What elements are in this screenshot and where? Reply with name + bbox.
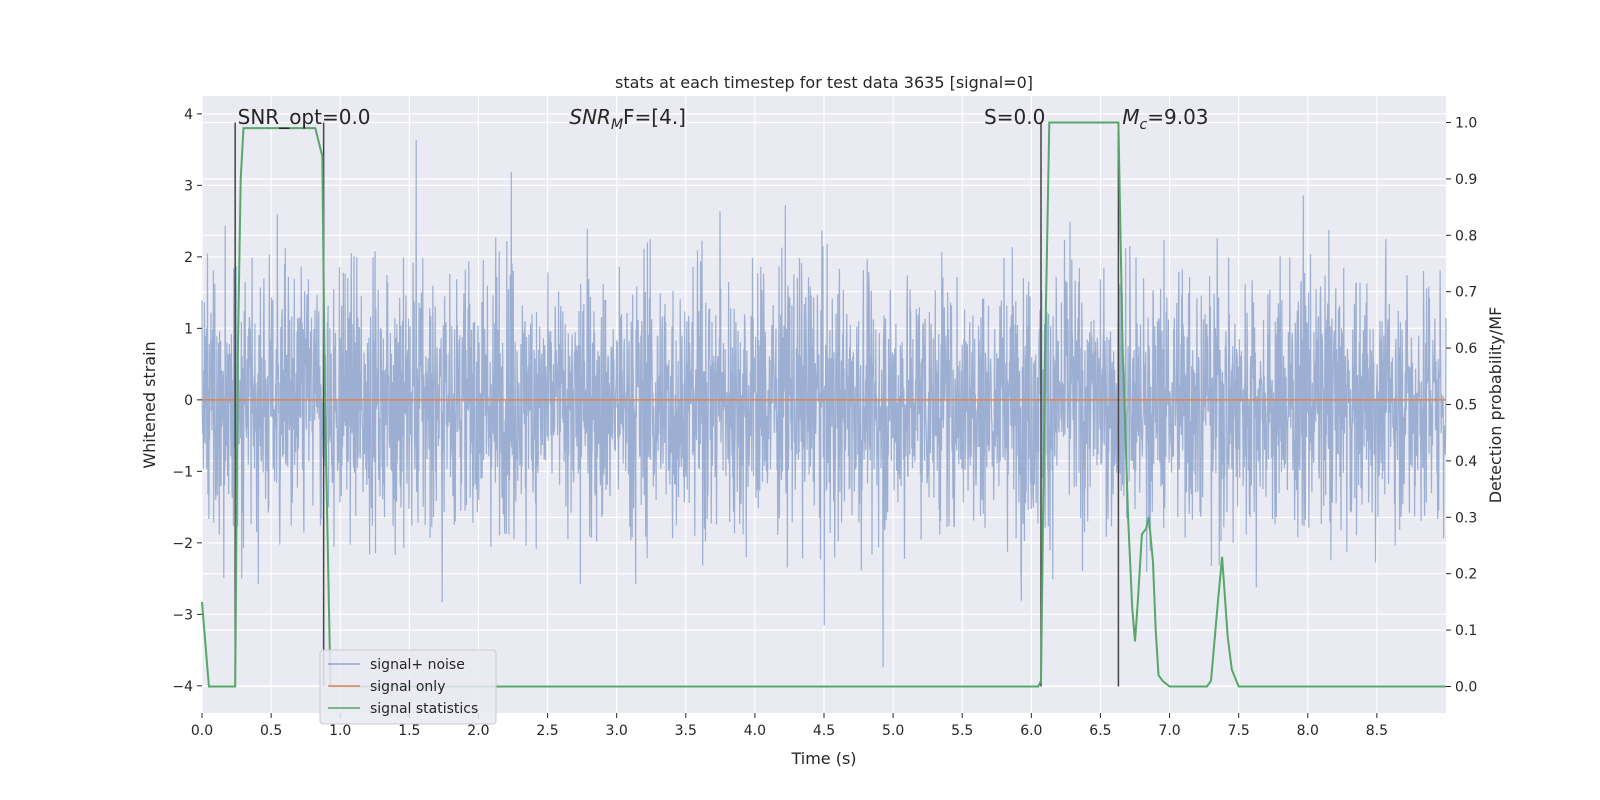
yr-tick-label-9: 0.1 — [1455, 623, 1477, 639]
annotation-1: SNRMF=[4.] — [569, 105, 686, 133]
x-tick-label-14: 7.0 — [1158, 723, 1180, 739]
x-tick-label-16: 8.0 — [1297, 723, 1319, 739]
yl-tick-label-8: −4 — [172, 679, 193, 695]
yr-tick-label-10: 0.0 — [1455, 679, 1477, 695]
vertical-markers — [234, 122, 1120, 687]
yr-tick-label-1: 0.9 — [1455, 172, 1477, 188]
yr-tick-label-0: 1.0 — [1455, 116, 1477, 132]
yl-tick-label-1: 3 — [184, 178, 193, 194]
yr-tick-label-7: 0.3 — [1455, 510, 1477, 526]
yr-tick-label-6: 0.4 — [1455, 454, 1477, 470]
x-tick-label-7: 3.5 — [675, 723, 697, 739]
annotation-3: Mc=9.03 — [1122, 105, 1208, 133]
x-tick-label-11: 5.5 — [951, 723, 973, 739]
legend-box — [319, 649, 497, 725]
x-axis-ticks: 0.0 0.5 1.0 1.5 2.0 2.5 3.0 3.5 4.0 4.5 5.0 5.5 6.0 6… — [191, 713, 1388, 739]
x-tick-label-8: 4.0 — [744, 723, 766, 739]
y-axis-right-label: Detection probability/MF — [1486, 307, 1505, 504]
series-signal-noise — [201, 139, 1447, 668]
x-tick-label-2: 1.0 — [329, 723, 351, 739]
yr-tick-label-2: 0.8 — [1455, 228, 1477, 244]
y-axis-right-ticks: 1.0 0.9 0.8 0.7 0.6 0.5 0.4 0.3 0.2 0.1 0.0 — [1446, 116, 1477, 695]
legend: signal+ noise signal only signal statist… — [319, 649, 497, 725]
series-signal-statistics — [201, 121, 1446, 688]
x-tick-label-6: 3.0 — [606, 723, 628, 739]
chart-title: stats at each timestep for test data 363… — [615, 73, 1033, 92]
yl-tick-label-3: 1 — [184, 321, 193, 337]
yr-tick-label-3: 0.7 — [1455, 285, 1477, 301]
x-tick-label-17: 8.5 — [1366, 723, 1388, 739]
y-axis-left-label: Whitened strain — [140, 341, 159, 468]
x-tick-label-10: 5.0 — [882, 723, 904, 739]
x-tick-label-3: 1.5 — [398, 723, 420, 739]
x-tick-label-13: 6.5 — [1089, 723, 1111, 739]
legend-label-signal: signal only — [370, 679, 445, 695]
annotation-2: S=0.0 — [984, 105, 1045, 129]
yl-tick-label-6: −2 — [172, 536, 193, 552]
yl-tick-label-2: 2 — [184, 250, 193, 266]
yl-tick-label-4: 0 — [184, 393, 193, 409]
x-tick-label-0: 0.0 — [191, 723, 213, 739]
x-tick-label-12: 6.0 — [1020, 723, 1042, 739]
x-tick-label-5: 2.5 — [536, 723, 558, 739]
annotations: SNR_opt=0.0 SNRMF=[4.] S=0.0 Mc=9.03 — [238, 105, 1209, 133]
x-tick-label-15: 7.5 — [1228, 723, 1250, 739]
x-tick-label-9: 4.5 — [813, 723, 835, 739]
x-tick-label-4: 2.0 — [467, 723, 489, 739]
yr-tick-label-4: 0.6 — [1455, 341, 1477, 357]
yl-tick-label-0: 4 — [184, 107, 193, 123]
yr-tick-label-8: 0.2 — [1455, 567, 1477, 583]
legend-label-stats: signal statistics — [370, 701, 478, 717]
annotation-0: SNR_opt=0.0 — [238, 105, 371, 129]
legend-label-noise: signal+ noise — [370, 657, 465, 673]
yl-tick-label-5: −1 — [172, 464, 193, 480]
yr-tick-label-5: 0.5 — [1455, 398, 1477, 414]
x-tick-label-1: 0.5 — [260, 723, 282, 739]
y-axis-left-ticks: 4 3 2 1 0 −1 −2 −3 −4 — [172, 107, 202, 695]
x-axis-label: Time (s) — [790, 749, 856, 768]
yl-tick-label-7: −3 — [172, 607, 193, 623]
